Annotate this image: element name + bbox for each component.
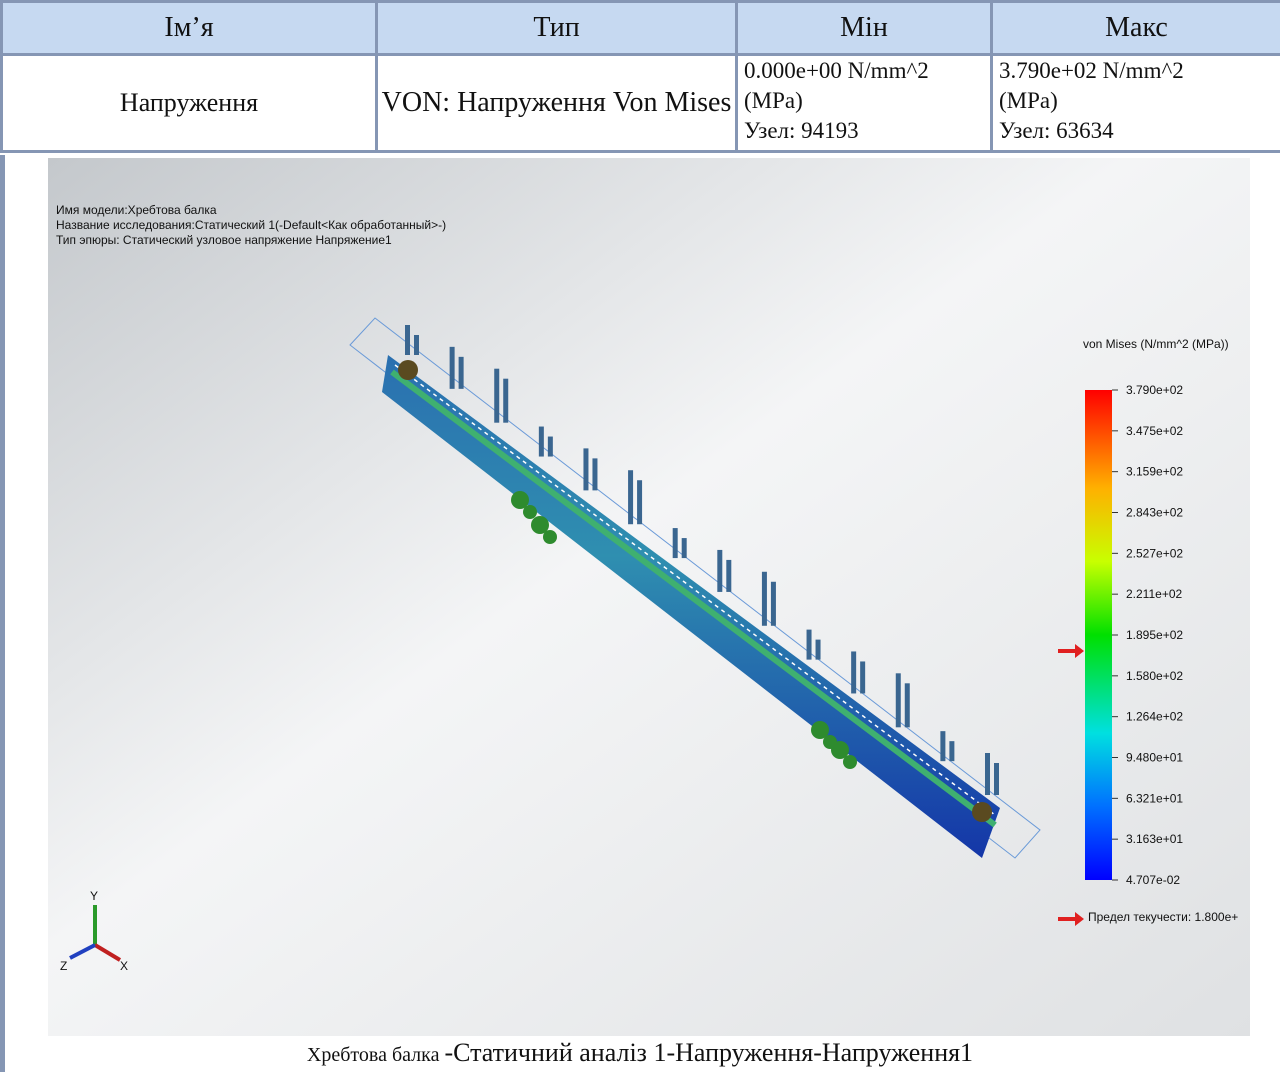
legend-label: 3.475e+02: [1126, 424, 1183, 438]
axis-label: Z: [60, 959, 67, 973]
load-arrow: [592, 458, 597, 490]
fixture: [543, 530, 557, 544]
legend-label: 1.580e+02: [1126, 669, 1183, 683]
load-arrow: [807, 630, 812, 660]
axis-label: X: [120, 959, 128, 973]
legend-label: 4.707e-02: [1126, 873, 1180, 887]
info-line: Название исследования:Статический 1(-Def…: [56, 218, 446, 232]
caption-part: Хребтова балка: [307, 1044, 445, 1066]
info-line: Тип эпюры: Статический узловое напряжени…: [56, 233, 392, 247]
caption: Хребтова балка -Статичний аналіз 1-Напру…: [0, 1038, 1280, 1068]
result-image: Имя модели:Хребтова балка Название иссле…: [0, 0, 1280, 1072]
fixture: [523, 505, 537, 519]
load-arrow: [405, 325, 410, 355]
legend-label: 3.159e+02: [1126, 465, 1183, 479]
load-arrow: [762, 572, 767, 626]
caption-part: -Статичний аналіз 1-Напруження-Напруженн…: [444, 1038, 973, 1067]
legend-label: 9.480e+01: [1126, 751, 1183, 765]
load-arrow: [628, 470, 633, 524]
fixture: [843, 755, 857, 769]
axis-label: Y: [90, 889, 98, 903]
legend-label: 2.843e+02: [1126, 506, 1183, 520]
legend-label: 6.321e+01: [1126, 791, 1183, 805]
load-arrow: [985, 753, 990, 795]
load-arrow: [860, 661, 865, 693]
legend-label: 1.895e+02: [1126, 628, 1183, 642]
legend-label: 2.211e+02: [1126, 587, 1182, 601]
load-arrow: [673, 528, 678, 558]
load-arrow: [726, 560, 731, 592]
load-arrow: [905, 683, 910, 727]
legend-label: 3.790e+02: [1126, 383, 1183, 397]
info-line: Имя модели:Хребтова балка: [56, 203, 217, 217]
support: [398, 360, 418, 380]
legend-label: 3.163e+01: [1126, 832, 1183, 846]
legend-label: 1.264e+02: [1126, 710, 1183, 724]
load-arrow: [717, 550, 722, 592]
color-bar: [1085, 390, 1112, 880]
yield-label: Предел текучести: 1.800e+: [1088, 910, 1238, 924]
load-arrow: [583, 448, 588, 490]
load-arrow: [851, 651, 856, 693]
legend-label: 2.527e+02: [1126, 546, 1183, 560]
load-arrow: [896, 673, 901, 727]
load-arrow: [637, 480, 642, 524]
load-arrow: [494, 369, 499, 423]
load-arrow: [940, 731, 945, 761]
support: [972, 802, 992, 822]
load-arrow: [459, 357, 464, 389]
load-arrow: [682, 538, 687, 558]
load-arrow: [949, 741, 954, 761]
legend-title: von Mises (N/mm^2 (MPa)): [1083, 337, 1229, 351]
load-arrow: [539, 427, 544, 457]
load-arrow: [414, 335, 419, 355]
page: Ім’я Тип Мін Макс Напруження VON: Напруж…: [0, 0, 1280, 1072]
load-arrow: [771, 582, 776, 626]
load-arrow: [816, 640, 821, 660]
load-arrow: [450, 347, 455, 389]
load-arrow: [503, 379, 508, 423]
load-arrow: [548, 437, 553, 457]
load-arrow: [994, 763, 999, 795]
